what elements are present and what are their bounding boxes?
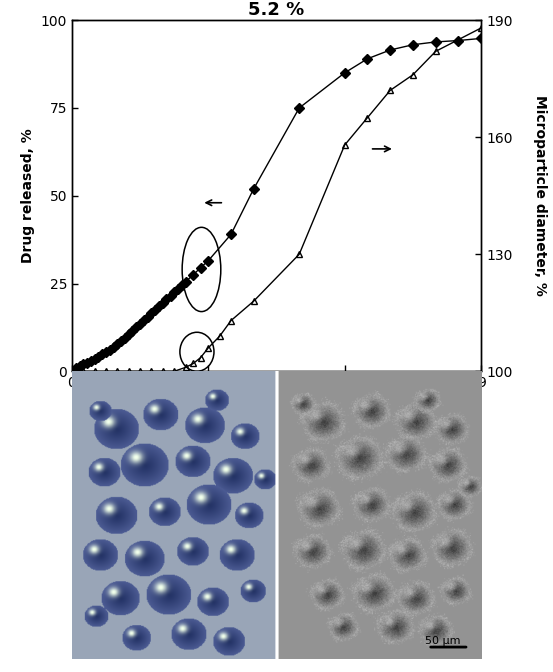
- Text: 2 d: 2 d: [120, 412, 147, 427]
- Y-axis label: Drug released, %: Drug released, %: [21, 128, 35, 263]
- Title: 5.2 %: 5.2 %: [248, 1, 305, 19]
- Y-axis label: Microparticle diameter, %: Microparticle diameter, %: [533, 95, 547, 296]
- Text: 4 d: 4 d: [286, 412, 312, 427]
- X-axis label: Time, d: Time, d: [245, 396, 308, 411]
- Text: 50 μm: 50 μm: [425, 636, 461, 646]
